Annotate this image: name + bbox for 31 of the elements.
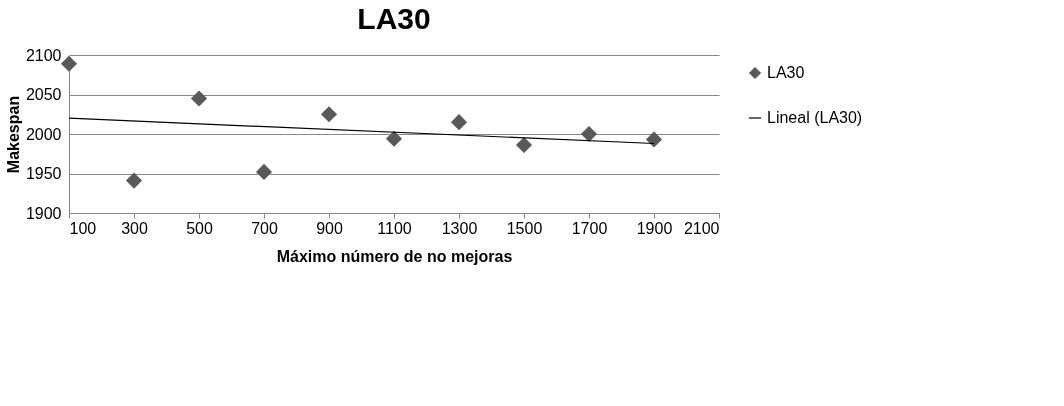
- point: [385, 130, 403, 147]
- x-tick-label: 900: [316, 219, 343, 237]
- point: [580, 125, 598, 143]
- y-tick-label: 2100: [25, 46, 62, 64]
- x-axis-title: Máximo número de no mejoras: [276, 247, 513, 265]
- x-tick-label: 1700: [571, 219, 608, 237]
- x-tick-label: 1900: [636, 219, 673, 237]
- x-tick-label: 500: [186, 219, 213, 237]
- x-tick-label: 1100: [377, 219, 412, 237]
- point: [515, 137, 533, 154]
- y-tick-label: 1900: [25, 204, 62, 222]
- x-tick-label: 100: [69, 219, 97, 237]
- point: [320, 106, 338, 123]
- x-tick-label: 2100: [683, 219, 720, 237]
- y-tick-label: 2050: [25, 86, 62, 103]
- point: [450, 114, 468, 131]
- y-axis-title: Makespan: [4, 95, 22, 174]
- point: [60, 55, 78, 72]
- chart-title: LA30: [357, 2, 431, 35]
- y-tick-label: 2000: [25, 125, 62, 143]
- x-tick-label: 700: [251, 219, 278, 237]
- legend-label: Lineal (LA30): [767, 109, 863, 126]
- point: [125, 172, 143, 189]
- x-tick-label: 1300: [441, 219, 478, 237]
- point: [645, 131, 663, 148]
- legend-label: LA30: [767, 64, 805, 81]
- x-tick-label: 1500: [506, 219, 543, 237]
- point: [255, 163, 273, 180]
- y-tick-label: 1950: [25, 165, 62, 182]
- x-tick-label: 300: [121, 219, 148, 237]
- point: [190, 90, 208, 107]
